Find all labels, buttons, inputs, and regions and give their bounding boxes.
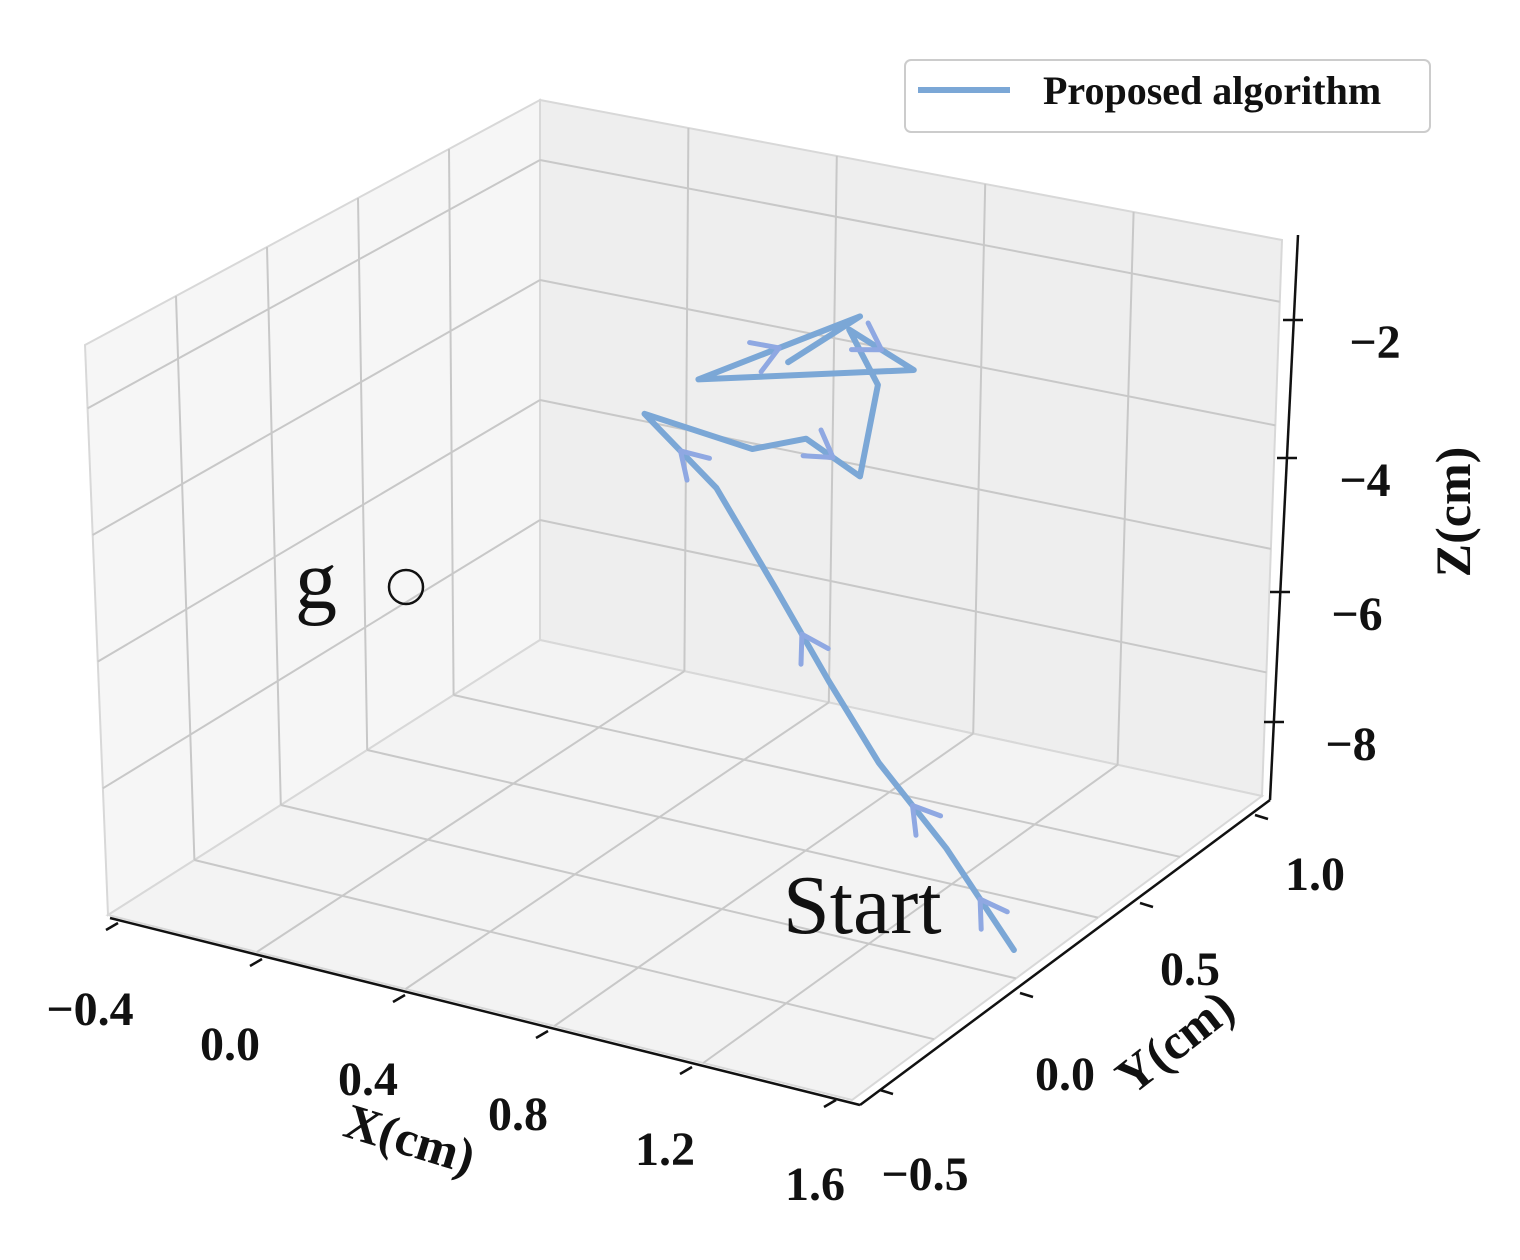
legend-label: Proposed algorithm [1043,68,1381,113]
x-tick-mark [679,1065,693,1076]
back-grid-horizontal [539,399,1272,550]
floor-grid-x [702,763,1119,1064]
x-tick-mark [105,921,119,932]
back-grid-horizontal [539,159,1280,303]
floor-grid-x [256,670,685,953]
back-grid-vertical [683,127,690,672]
floor-grid-y [453,694,1181,858]
x-tick-label: 0.4 [338,1053,398,1106]
direction-arrow [798,631,831,667]
z-tick-label: −8 [1325,718,1376,771]
left-grid-vertical [266,246,282,806]
floor-grid-x [405,701,830,990]
back-grid-horizontal [539,279,1276,427]
y-tick-mark [1019,991,1034,999]
goal-label: g [295,534,337,627]
y-tick-label: 0.0 [1035,1048,1095,1101]
left-grid-horizontal [87,159,541,410]
z-tick-label: −4 [1339,454,1390,507]
x-tick-mark [249,957,263,968]
left-grid-horizontal [97,399,541,663]
back-grid-vertical [1116,211,1135,765]
y-tick-mark [879,1088,894,1096]
y-axis-line [859,798,1271,1107]
floor-grid-y [194,859,935,1041]
axes: −0.4 0.0 0.4 0.8 1.2 1.6 −0.5 0.0 0.5 1.0 −2 −4 −6 −8 [46,234,1401,1211]
left-grid-vertical [357,197,369,751]
left-grid-horizontal [102,519,541,790]
legend-box [904,59,1431,133]
back-grid-vertical [827,155,838,703]
direction-arrow [800,427,836,460]
left-grid-vertical [175,295,196,861]
direction-arrow [678,448,712,483]
z-tick-label: −6 [1331,588,1382,641]
x-tick-label: 0.8 [488,1088,548,1141]
back-grid-vertical [972,183,987,734]
series-layer [641,313,1017,953]
start-label: Start [783,859,942,952]
direction-arrow [747,340,782,375]
y-tick-label: 0.5 [1160,943,1220,996]
left-grid-horizontal [92,279,541,536]
floor-pane [105,638,1265,1102]
y-axis-label: Y(cm) [1105,979,1244,1105]
goal-marker [387,568,425,606]
x-tick-mark [392,993,406,1004]
legend: Proposed algorithm [904,59,1431,133]
y-tick-mark [1139,901,1154,909]
x-axis-label: X(cm) [338,1092,482,1185]
floor-grid-y [280,804,1017,980]
y-tick-label: 1.0 [1285,848,1345,901]
trajectory-line [641,313,1017,953]
left-grid-vertical [448,148,455,696]
z-axis-label: Z(cm) [1425,447,1481,578]
x-tick-label: 1.6 [785,1158,845,1211]
direction-arrow [910,803,944,838]
x-tick-mark [823,1098,837,1109]
x-tick-label: 0.0 [200,1018,260,1071]
x-tick-label: −0.4 [46,983,133,1036]
z-tick-label: −2 [1349,316,1400,369]
x-tick-mark [535,1029,549,1040]
direction-arrow [977,896,1010,932]
floor-grid-x [553,732,974,1027]
x-tick-label: 1.2 [635,1123,695,1176]
x-axis-line [109,916,861,1107]
back-grid-horizontal [539,519,1267,674]
direction-arrow [849,320,884,353]
y-tick-label: −0.5 [881,1148,968,1201]
z-axis-line [1268,234,1300,801]
grid-lines [87,127,1280,1064]
y-tick-mark [1254,813,1269,821]
